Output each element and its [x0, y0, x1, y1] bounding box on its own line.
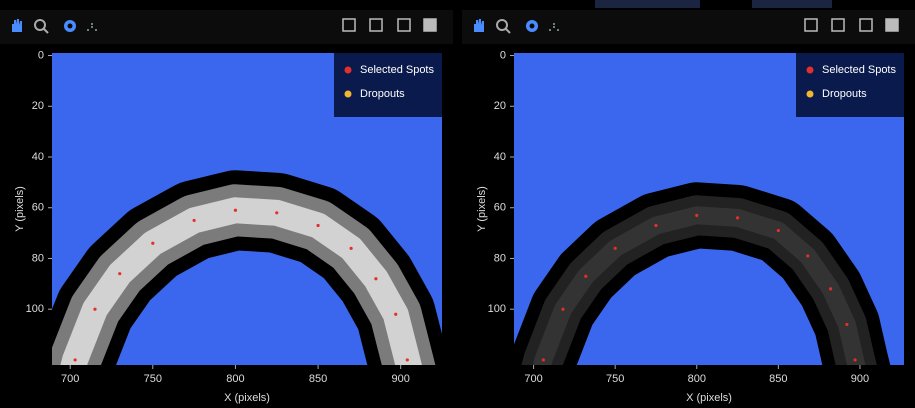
spot — [74, 358, 77, 361]
x-tick-label: 800 — [226, 373, 244, 385]
spot — [829, 287, 832, 290]
legend — [334, 53, 442, 117]
legend-marker — [807, 67, 814, 74]
reset-tool-hole — [68, 24, 73, 29]
spot — [350, 247, 353, 250]
select-tool-dot — [557, 29, 559, 31]
legend-marker — [807, 91, 814, 98]
legend-label: Dropouts — [822, 88, 867, 100]
legend — [796, 53, 904, 117]
spot — [394, 313, 397, 316]
spot — [275, 211, 278, 214]
spot — [845, 323, 848, 326]
x-tick-label: 700 — [61, 373, 79, 385]
y-tick-label: 60 — [494, 202, 506, 214]
view-tool[interactable] — [424, 19, 436, 31]
screen: 700750800850900020406080100X (pixels)Y (… — [0, 0, 915, 408]
spot — [193, 219, 196, 222]
spot — [806, 254, 809, 257]
panel: 700 750 800 850 900 0 20 40 60 80 100 X (pixels) Y (… — [462, 10, 915, 404]
legend-label: Selected Spots — [360, 64, 434, 76]
reset-tool-hole — [530, 24, 535, 29]
x-tick-label: 750 — [606, 373, 624, 385]
spot — [118, 272, 121, 275]
panel: 700 750 800 850 900 0 20 40 60 80 100 X (pixels) Y (… — [0, 10, 453, 404]
x-tick-label: 700 — [524, 373, 542, 385]
select-tool-dot — [95, 29, 97, 31]
select-tool-dot — [87, 29, 89, 31]
legend-label: Dropouts — [360, 88, 405, 100]
x-tick-label: 850 — [769, 373, 787, 385]
spot — [654, 224, 657, 227]
x-tick-label: 850 — [309, 373, 327, 385]
y-tick-label: 0 — [500, 49, 506, 61]
x-tick-label: 750 — [144, 373, 162, 385]
spot — [561, 308, 564, 311]
y-tick-label: 0 — [38, 49, 44, 61]
spot — [614, 247, 617, 250]
y-axis-label: Y (pixels) — [476, 186, 488, 232]
y-tick-label: 20 — [494, 100, 506, 112]
y-tick-label: 20 — [32, 100, 44, 112]
y-tick-label: 100 — [26, 303, 44, 315]
legend-label: Selected Spots — [822, 64, 896, 76]
window-strip — [752, 0, 832, 8]
spot — [151, 242, 154, 245]
spot — [93, 308, 96, 311]
y-axis-label: Y (pixels) — [14, 186, 26, 232]
y-tick-label: 100 — [488, 303, 506, 315]
x-tick-label: 800 — [688, 373, 706, 385]
select-tool-dot — [91, 23, 93, 25]
select-tool-dot — [553, 26, 555, 28]
y-tick-label: 80 — [494, 252, 506, 264]
y-tick-label: 60 — [32, 202, 44, 214]
view-tool[interactable] — [886, 19, 898, 31]
spot — [406, 358, 409, 361]
y-tick-label: 40 — [494, 151, 506, 163]
spot — [695, 214, 698, 217]
select-tool-dot — [553, 23, 555, 25]
spot — [234, 209, 237, 212]
select-tool-dot — [549, 29, 551, 31]
spot — [584, 275, 587, 278]
spot — [853, 358, 856, 361]
spot — [777, 229, 780, 232]
x-tick-label: 900 — [851, 373, 869, 385]
y-tick-label: 40 — [32, 151, 44, 163]
legend-marker — [345, 67, 352, 74]
spot — [542, 358, 545, 361]
spot — [316, 224, 319, 227]
x-axis-label: X (pixels) — [686, 392, 732, 404]
x-tick-label: 900 — [392, 373, 410, 385]
y-tick-label: 80 — [32, 252, 44, 264]
spot — [736, 216, 739, 219]
x-axis-label: X (pixels) — [224, 392, 270, 404]
window-strip — [595, 0, 700, 8]
legend-marker — [345, 91, 352, 98]
select-tool-dot — [91, 26, 93, 28]
page: 700750800850900020406080100X (pixels)Y (… — [0, 0, 915, 408]
spot — [374, 277, 377, 280]
